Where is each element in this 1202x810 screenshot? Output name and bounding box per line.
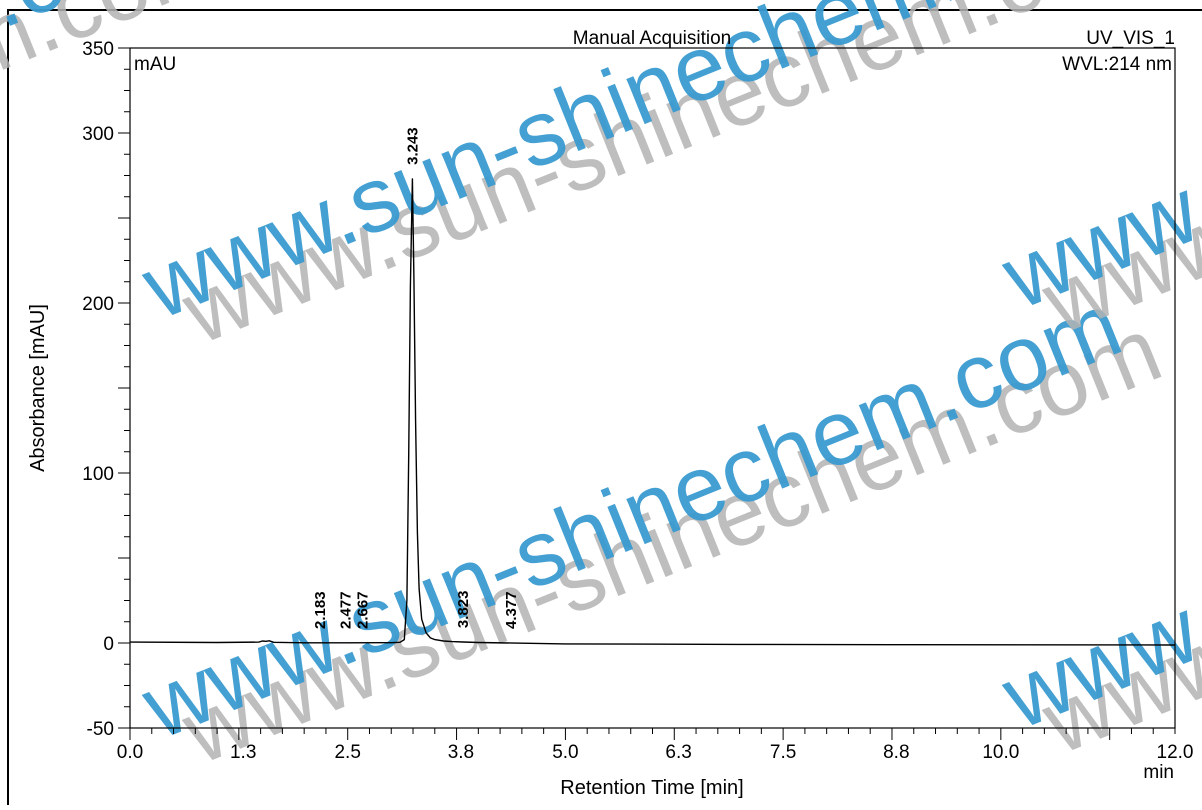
trace-layer xyxy=(129,178,1176,646)
y-tick-label: 100 xyxy=(82,464,114,485)
peak-label: 3.243 xyxy=(404,127,421,165)
x-tick-label: 10.0 xyxy=(982,742,1019,763)
chromatogram-trace xyxy=(129,178,1176,646)
y-tick-label: 200 xyxy=(82,294,114,315)
x-unit-label: min xyxy=(1143,762,1174,783)
y-axis-title: Absorbance [mAU] xyxy=(27,304,49,472)
y-unit-label: mAU xyxy=(134,54,176,75)
x-tick-label: 2.5 xyxy=(334,742,360,763)
x-tick-label: 1.3 xyxy=(230,742,256,763)
y-tick-label: 350 xyxy=(82,39,114,60)
x-tick-label: 6.3 xyxy=(665,742,691,763)
peak-label: 2.477 xyxy=(338,591,355,629)
x-tick-label: 0.0 xyxy=(117,742,143,763)
x-tick-label: 5.0 xyxy=(552,742,578,763)
wavelength-label: WVL:214 nm xyxy=(1062,54,1172,75)
x-tick-label: 8.8 xyxy=(883,742,909,763)
outer-frame xyxy=(7,9,1202,810)
peak-label: 2.183 xyxy=(312,591,329,629)
peak-label: 4.377 xyxy=(503,591,520,629)
y-tick-label: 300 xyxy=(82,124,114,145)
y-tick-label: 0 xyxy=(103,634,114,655)
x-axis-title: Retention Time [min] xyxy=(560,777,743,799)
peak-label: 3.823 xyxy=(455,591,472,629)
peak-labels: 2.183 2.477 2.667 3.243 3.823 4.377 xyxy=(312,127,520,629)
method-title: Manual Acquisition xyxy=(573,28,731,49)
x-tick-label: 3.8 xyxy=(448,742,474,763)
y-tick-label: -50 xyxy=(87,719,114,740)
peak-label: 2.667 xyxy=(354,591,371,629)
channel-label: UV_VIS_1 xyxy=(1086,28,1175,49)
watermark: www.sun-shinechem.com www.sun-shinechem.… xyxy=(0,0,1202,784)
x-tick-label: 7.5 xyxy=(770,742,796,763)
x-tick-label: 12.0 xyxy=(1157,742,1194,763)
x-axis-ticks: 0.0 1.3 2.5 3.8 5.0 6.3 7.5 8.8 10.0 12.0 xyxy=(117,728,1194,763)
y-axis-ticks: -50 0 100 200 300 350 xyxy=(82,39,130,740)
watermark-text: www.sun-shinechem.com xyxy=(128,273,1134,759)
